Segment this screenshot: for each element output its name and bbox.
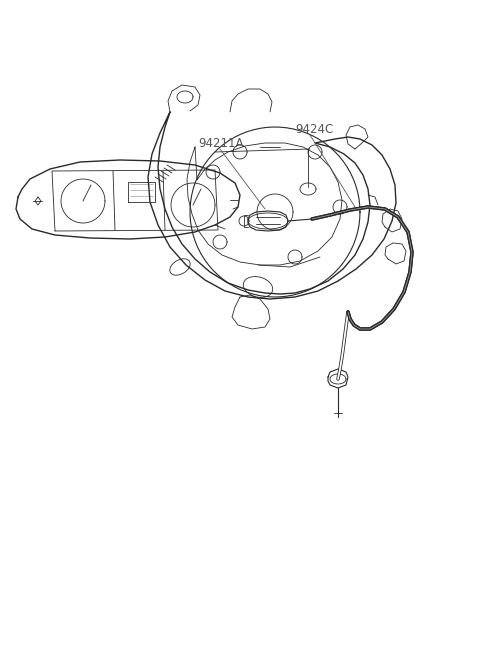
Text: 9424C: 9424C [295, 123, 333, 136]
Text: 94211A: 94211A [198, 137, 243, 150]
